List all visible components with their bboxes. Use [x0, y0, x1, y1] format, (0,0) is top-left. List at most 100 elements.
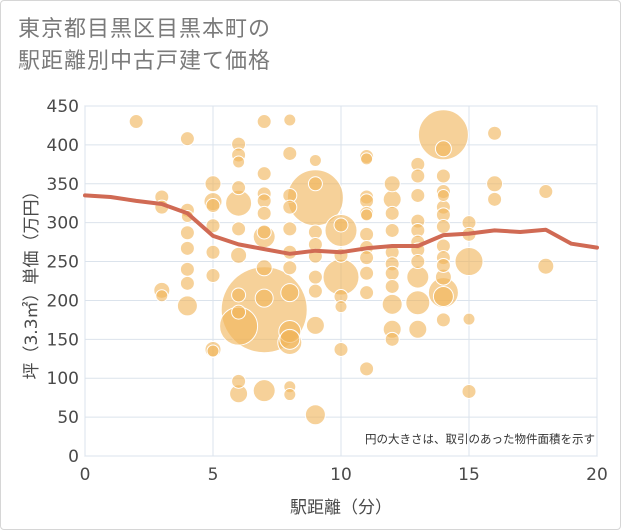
data-point — [333, 217, 349, 233]
data-point — [307, 269, 323, 285]
chart-title-line-2: 駅距離別中古戸建て価格 — [18, 49, 272, 74]
data-point — [205, 268, 221, 284]
data-point — [206, 344, 220, 358]
data-point — [256, 224, 272, 240]
data-point — [435, 257, 451, 273]
bubble-series — [128, 109, 555, 426]
y-tick-label: 400 — [47, 136, 79, 156]
data-point — [279, 328, 301, 350]
data-point — [406, 265, 430, 289]
data-point — [360, 208, 374, 222]
size-legend-note: 円の大きさは、取引のあった物件面積を示す — [365, 432, 595, 446]
data-point — [384, 222, 400, 238]
data-point — [334, 300, 348, 314]
y-tick-label: 350 — [47, 175, 79, 195]
data-point — [432, 286, 454, 308]
data-point — [537, 257, 555, 275]
data-point — [256, 205, 272, 221]
data-point — [408, 319, 428, 339]
axis-ticks: 0 50 100 150 200 250 300 350 400 450 0 5 10 15 20 — [47, 97, 608, 485]
data-point — [205, 218, 221, 234]
data-point — [231, 287, 247, 303]
x-tick-label: 5 — [208, 465, 219, 485]
data-point — [256, 114, 272, 130]
data-point — [486, 175, 504, 193]
data-point — [205, 244, 221, 260]
data-point — [417, 109, 469, 161]
data-point — [359, 250, 375, 266]
y-tick-label: 50 — [57, 408, 79, 428]
data-point — [256, 166, 272, 182]
data-point — [383, 175, 401, 193]
data-point — [179, 240, 195, 256]
data-point — [359, 193, 375, 209]
data-point — [307, 283, 323, 299]
data-point — [231, 180, 247, 196]
data-point — [384, 205, 400, 221]
data-point — [410, 168, 426, 184]
data-point — [179, 225, 195, 241]
data-point — [307, 176, 323, 192]
data-point — [304, 404, 326, 426]
data-point — [405, 290, 431, 316]
data-point — [538, 184, 554, 200]
data-point — [282, 221, 298, 237]
data-point — [435, 219, 451, 235]
y-tick-label: 150 — [47, 330, 79, 350]
x-tick-label: 15 — [458, 465, 480, 485]
data-point — [487, 191, 503, 207]
data-point — [434, 140, 452, 158]
data-point — [283, 388, 297, 402]
data-point — [282, 199, 298, 215]
data-point — [280, 283, 300, 303]
data-point — [454, 247, 484, 277]
data-point — [436, 188, 450, 202]
data-point — [255, 259, 273, 277]
data-point — [176, 295, 198, 317]
y-axis-label: 坪（3.3㎡）単価（万円） — [22, 182, 42, 379]
data-point — [230, 246, 248, 264]
data-point — [435, 312, 451, 328]
y-tick-label: 100 — [47, 369, 79, 389]
data-point — [359, 361, 375, 377]
trend-line — [83, 193, 599, 256]
y-tick-label: 300 — [47, 214, 79, 234]
x-tick-label: 0 — [80, 465, 91, 485]
y-tick-label: 200 — [47, 291, 79, 311]
data-point — [179, 275, 195, 291]
y-tick-label: 250 — [47, 253, 79, 273]
data-point — [307, 224, 323, 240]
data-point — [256, 193, 272, 209]
data-point — [487, 125, 503, 141]
data-point — [360, 152, 374, 166]
data-point — [359, 285, 375, 301]
data-point — [410, 187, 426, 203]
data-point — [231, 304, 247, 320]
data-point — [179, 261, 195, 277]
data-point — [282, 260, 298, 276]
data-point — [435, 168, 451, 184]
data-point — [333, 341, 349, 357]
x-axis-label: 駅距離（分） — [290, 498, 392, 518]
data-point — [462, 312, 476, 326]
data-point — [384, 278, 400, 294]
trend-line-group — [83, 193, 599, 256]
data-point — [128, 114, 144, 130]
data-point — [381, 293, 403, 315]
data-point — [283, 113, 297, 127]
data-point — [179, 131, 195, 147]
y-tick-label: 450 — [47, 97, 79, 117]
data-point — [231, 373, 247, 389]
data-point — [282, 145, 298, 161]
data-point — [254, 288, 274, 308]
chart-title: 東京都目黒区目黒本町の 駅距離別中古戸建て価格 — [18, 14, 271, 78]
data-point — [382, 189, 402, 209]
data-point — [359, 226, 375, 242]
data-point — [205, 198, 221, 214]
x-tick-label: 20 — [586, 465, 608, 485]
data-point — [252, 379, 276, 403]
data-point — [231, 221, 247, 237]
chart-title-line-1: 東京都目黒区目黒本町の — [18, 17, 272, 42]
data-point — [155, 289, 169, 303]
data-point — [204, 175, 222, 193]
